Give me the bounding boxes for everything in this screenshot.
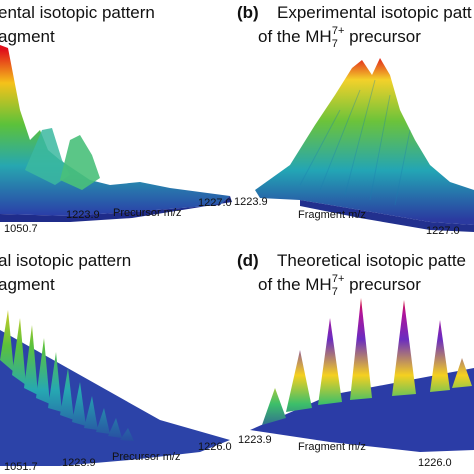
axis-label: Precursor m/z: [113, 207, 181, 219]
panel-title: agment: [0, 275, 55, 294]
axis-label: Fragment m/z: [298, 441, 366, 453]
superscript: 7+: [332, 25, 345, 37]
axis-label: Fragment m/z: [298, 209, 366, 221]
subtitle-text: precursor: [344, 27, 421, 46]
panel-label: (d): [237, 251, 259, 270]
axis-label: Precursor m/z: [112, 451, 180, 463]
panel-subtitle: of the MH77+ precursor: [258, 25, 421, 50]
panel-title: agment: [0, 27, 55, 46]
axis-tick: 1226.0: [418, 457, 452, 469]
panel-title: al isotopic pattern: [0, 251, 131, 270]
axis-tick: 1051.7: [4, 461, 38, 473]
axis-tick: 1227.0: [198, 197, 232, 209]
axis-tick: 1223.9: [62, 457, 96, 469]
axis-tick: 1050.7: [4, 223, 38, 235]
axis-tick: 1223.9: [66, 209, 100, 221]
surface-b: [255, 58, 474, 232]
panel-title: ental isotopic pattern: [0, 3, 155, 22]
surface-d: [250, 298, 474, 452]
subtitle-text: precursor: [344, 275, 421, 294]
surface-c: [0, 310, 230, 466]
subscript: 7: [332, 38, 338, 50]
panel-subtitle: of the MH77+ precursor: [258, 273, 421, 298]
subtitle-text: of the MH: [258, 27, 332, 46]
panel-title: Experimental isotopic patt: [277, 3, 472, 22]
axis-tick: 1223.9: [234, 196, 268, 208]
panel-label: (b): [237, 3, 259, 22]
subtitle-text: of the MH: [258, 275, 332, 294]
axis-tick: 1227.0: [426, 225, 460, 237]
panel-title: Theoretical isotopic patte: [277, 251, 466, 270]
subscript: 7: [332, 286, 338, 298]
axis-tick: 1223.9: [238, 434, 272, 446]
superscript: 7+: [332, 273, 345, 285]
axis-tick: 1226.0: [198, 441, 232, 453]
surface-a: [0, 45, 232, 222]
